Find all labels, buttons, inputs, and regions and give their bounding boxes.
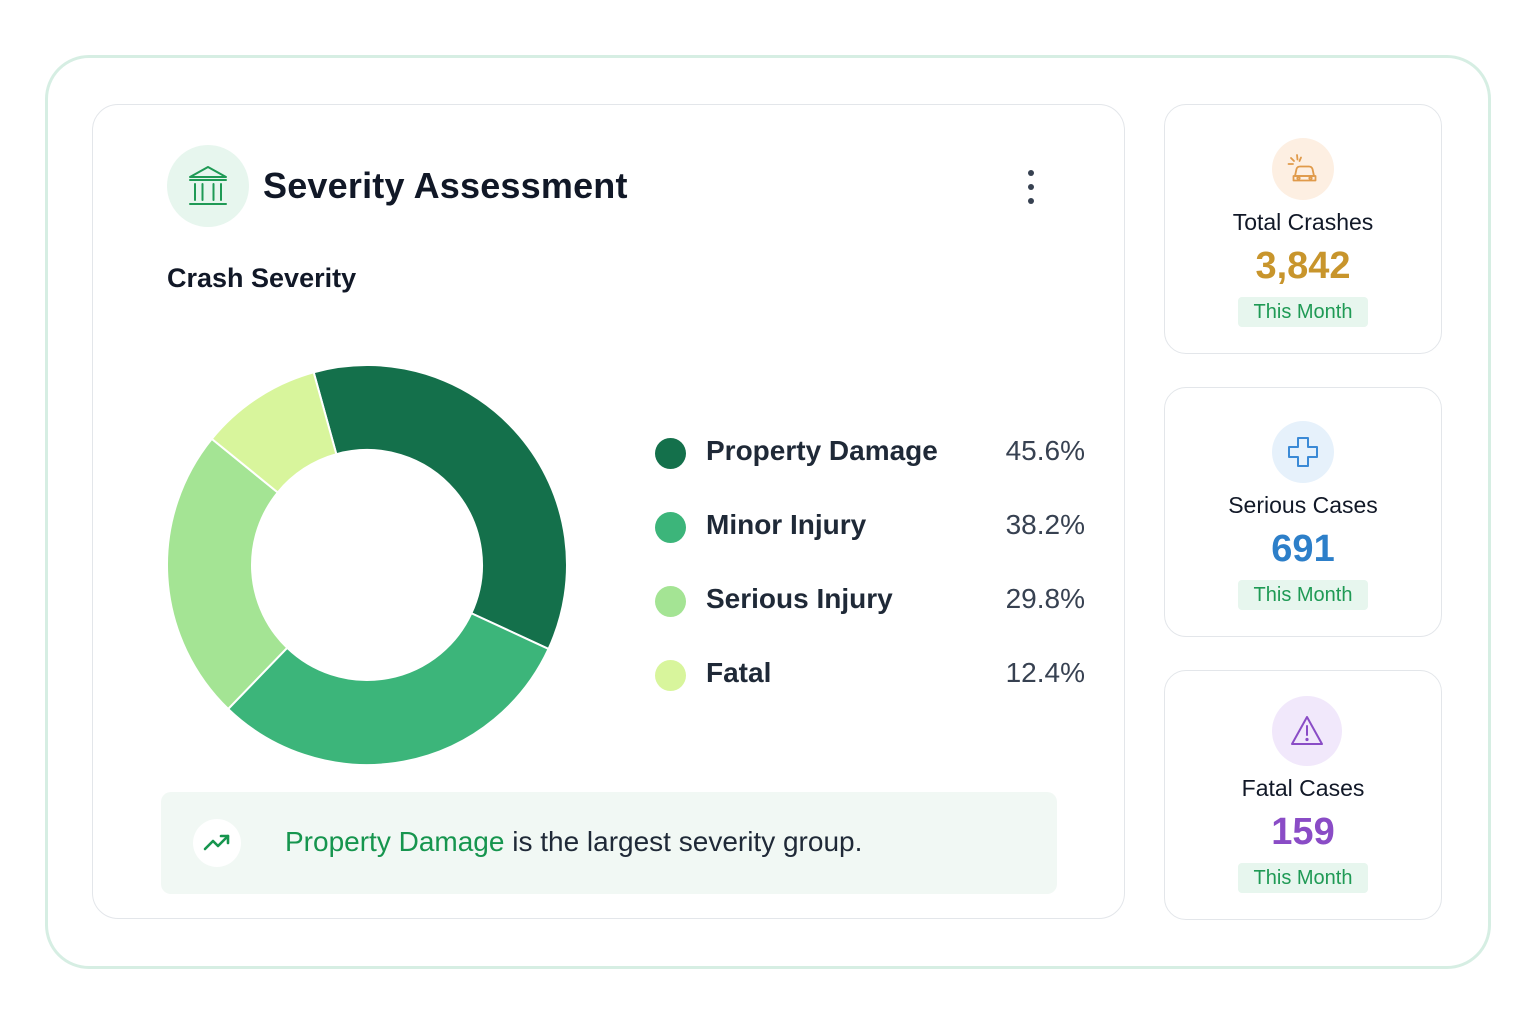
stat-label: Fatal Cases (1241, 775, 1365, 801)
legend-label: Property Damage (706, 435, 938, 466)
trending-up-icon (193, 819, 241, 867)
severity-assessment-card: Severity Assessment Crash Severity Prope… (92, 104, 1125, 919)
legend-value: 12.4% (1005, 657, 1085, 688)
stat-value: 159 (1271, 811, 1335, 853)
insight-text: is the largest severity group. (504, 826, 863, 857)
insight-message: Property Damage is the largest severity … (285, 826, 862, 858)
legend-label: Serious Injury (706, 583, 893, 614)
stat-label: Total Crashes (1232, 209, 1374, 235)
period-badge: This Month (1238, 863, 1368, 893)
stat-value: 691 (1271, 528, 1335, 570)
medical-cross-icon (1272, 421, 1334, 483)
bank-building-icon (167, 145, 249, 227)
stat-card-total-crashes[interactable]: Total Crashes 3,842 This Month (1164, 104, 1442, 354)
period-badge: This Month (1238, 297, 1368, 327)
stat-card-serious-cases[interactable]: Serious Cases 691 This Month (1164, 387, 1442, 637)
donut-slice-serious-injury[interactable] (166, 437, 289, 711)
period-badge: This Month (1238, 580, 1368, 610)
menu-dot (1028, 198, 1034, 204)
legend-value: 29.8% (1005, 583, 1085, 614)
chart-legend: Property Damage 45.6% Minor Injury 38.2% Ser… (655, 435, 1085, 731)
legend-label: Minor Injury (706, 509, 867, 540)
stat-card-fatal-cases[interactable]: Fatal Cases 159 This Month (1164, 670, 1442, 920)
stat-value: 3,842 (1255, 245, 1351, 287)
legend-item-fatal[interactable]: Fatal 12.4% (655, 657, 1085, 731)
donut-slice-minor-injury[interactable] (226, 611, 550, 766)
legend-item-serious-injury[interactable]: Serious Injury 29.8% (655, 583, 1085, 657)
insight-banner: Property Damage is the largest severity … (161, 792, 1057, 894)
menu-dot (1028, 184, 1034, 190)
legend-swatch (655, 586, 686, 617)
severity-donut-chart (166, 364, 568, 766)
car-crash-icon (1272, 138, 1334, 200)
legend-swatch (655, 512, 686, 543)
warning-triangle-icon (1272, 696, 1342, 766)
page-title: Severity Assessment (263, 165, 628, 206)
chart-title: Crash Severity (167, 263, 357, 293)
legend-value: 45.6% (1005, 435, 1085, 466)
insight-highlight: Property Damage (285, 826, 505, 857)
legend-value: 38.2% (1005, 509, 1085, 540)
stat-label: Serious Cases (1228, 492, 1378, 518)
menu-dot (1028, 170, 1034, 176)
donut-slice-fatal[interactable] (210, 371, 338, 494)
legend-label: Fatal (706, 657, 772, 688)
donut-slice-property-damage[interactable] (312, 364, 568, 651)
legend-swatch (655, 660, 686, 691)
legend-item-property-damage[interactable]: Property Damage 45.6% (655, 435, 1085, 509)
legend-swatch (655, 438, 686, 469)
more-vertical-icon[interactable] (1021, 167, 1041, 207)
legend-item-minor-injury[interactable]: Minor Injury 38.2% (655, 509, 1085, 583)
